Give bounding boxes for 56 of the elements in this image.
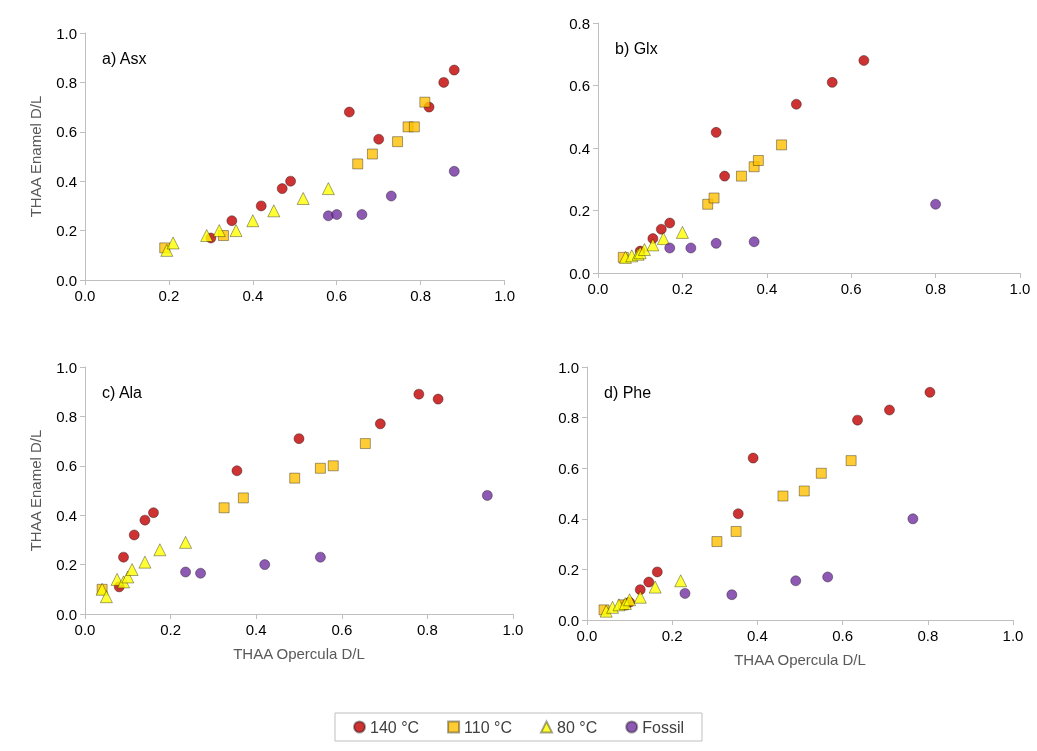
x-tick-label: 1.0: [502, 621, 524, 638]
y-tick-label: 0.4: [569, 139, 590, 157]
legend-label: 110 °C: [464, 718, 513, 736]
y-tick-label: 0.4: [56, 506, 77, 524]
x-tick-label: 0.8: [410, 287, 432, 304]
text: d) Phe: [604, 383, 652, 401]
x-tick-label: 0.0: [74, 287, 96, 304]
x-tick-label: 0.4: [746, 627, 768, 644]
y-tick-label: 0.8: [56, 407, 77, 425]
x-tick-label: 0.2: [158, 287, 180, 304]
x-tick-label: 0.2: [160, 621, 182, 638]
y-tick-label: 0.4: [558, 510, 579, 528]
y-tick-label: 0.2: [558, 560, 579, 578]
x-axis-title: THAA Opercula D/L: [734, 651, 866, 668]
x-tick-label: 0.6: [326, 287, 348, 304]
y-tick-label: 1.0: [558, 358, 579, 376]
x-tick-label: 1.0: [1009, 280, 1031, 297]
y-tick-label: 0.8: [56, 73, 77, 91]
x-tick-label: 0.0: [587, 280, 609, 297]
y-tick-label: 0.6: [558, 459, 579, 477]
legend-label: 140 °C: [370, 718, 420, 736]
y-tick-label: 0.2: [569, 202, 590, 219]
y-tick-label: 0.2: [56, 556, 77, 574]
x-tick-label: 1.0: [494, 287, 515, 304]
x-tick-label: 0.6: [331, 621, 353, 638]
x-tick-label: 0.8: [416, 621, 438, 638]
text: a) Asx: [102, 49, 147, 67]
y-tick-label: 1.0: [56, 24, 77, 42]
legend-label: 80 °C: [557, 718, 598, 736]
y-tick-label: 0.2: [56, 222, 77, 240]
x-tick-label: 0.8: [925, 280, 947, 297]
y-axis-title: THAA Enamel D/L: [27, 95, 44, 218]
y-tick-label: 1.0: [56, 358, 77, 376]
x-tick-label: 0.0: [74, 621, 96, 638]
x-tick-label: 1.0: [1002, 627, 1024, 644]
y-tick-label: 0.0: [56, 605, 77, 623]
y-tick-label: 0.4: [56, 172, 77, 190]
y-tick-label: 0.6: [569, 77, 590, 94]
x-tick-label: 0.8: [917, 627, 939, 644]
x-axis-title: THAA Opercula D/L: [233, 645, 365, 662]
y-tick-label: 0.8: [569, 14, 590, 32]
x-tick-label: 0.4: [242, 287, 264, 304]
text: c) Ala: [102, 383, 143, 401]
text: b) Glx: [615, 39, 658, 57]
y-tick-label: 0.8: [558, 409, 579, 427]
y-tick-label: 0.0: [569, 264, 590, 282]
x-tick-label: 0.2: [661, 627, 683, 644]
y-tick-label: 0.6: [56, 457, 77, 475]
x-tick-label: 0.6: [832, 627, 854, 644]
legend-label: Fossil: [642, 718, 684, 736]
x-tick-label: 0.6: [840, 280, 862, 297]
x-tick-label: 0.4: [756, 280, 778, 297]
y-axis-title: THAA Enamel D/L: [27, 429, 44, 552]
x-tick-label: 0.4: [245, 621, 267, 638]
y-tick-label: 0.6: [56, 123, 77, 141]
x-tick-label: 0.2: [671, 280, 693, 297]
